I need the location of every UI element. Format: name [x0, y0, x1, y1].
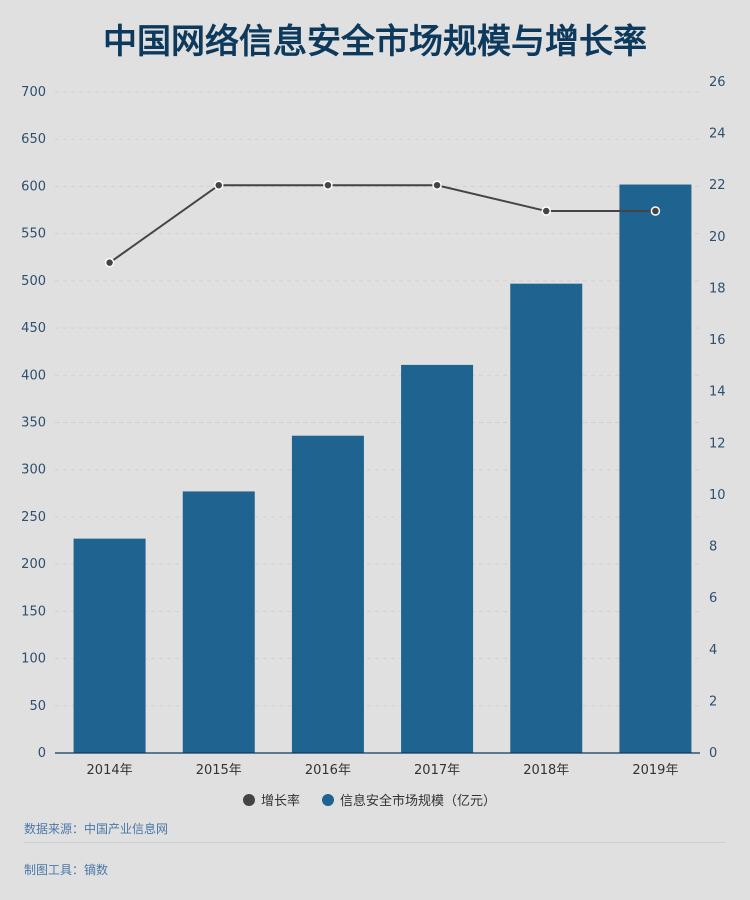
left-tick-label: 450 [21, 321, 46, 336]
grid-lines [55, 91, 700, 707]
chart-title: 中国网络信息安全市场规模与增长率 [103, 22, 647, 62]
footer-divider [24, 842, 726, 843]
right-tick-label: 6 [709, 591, 717, 606]
line-series [104, 180, 661, 268]
x-tick-label: 2016年 [305, 763, 351, 778]
combo-chart: 0501001502002503003504004505005506006507… [21, 75, 726, 809]
growth-point-2019年 [650, 206, 661, 216]
right-tick-label: 10 [709, 488, 726, 503]
growth-point-2016年 [323, 180, 333, 190]
right-tick-label: 14 [709, 385, 726, 400]
left-tick-label: 100 [21, 652, 46, 667]
left-tick-label: 0 [38, 746, 46, 761]
right-tick-label: 2 [709, 694, 717, 709]
growth-point-2015年 [214, 180, 224, 190]
growth-point-2014年 [104, 257, 115, 268]
x-axis: 2014年 2015年 2016年 2017年 2018年 2019年 [55, 752, 700, 778]
growth-line [109, 184, 656, 264]
legend-market-marker [322, 794, 334, 806]
legend-growth-marker [243, 794, 255, 806]
x-tick-label: 2018年 [523, 763, 569, 778]
left-tick-label: 700 [21, 85, 46, 100]
bar-2017年 [401, 364, 474, 753]
right-tick-label: 0 [709, 746, 717, 761]
legend-market-label: 信息安全市场规模（亿元） [340, 793, 496, 809]
left-y-axis: 0 50 100 150 200 250 300 350 400 450 500 550 600 650 7… [21, 85, 46, 761]
left-tick-label: 550 [21, 227, 46, 242]
bar-2015年 [182, 491, 255, 753]
legend: 增长率 信息安全市场规模（亿元） [243, 793, 496, 809]
legend-growth-label: 增长率 [261, 793, 300, 809]
right-tick-label: 12 [709, 436, 726, 451]
right-tick-label: 4 [709, 643, 717, 658]
left-tick-label: 250 [21, 510, 46, 525]
right-tick-label: 24 [709, 127, 726, 142]
bar-2016年 [291, 435, 364, 753]
bar-2019年 [619, 184, 692, 754]
left-tick-label: 300 [21, 463, 46, 478]
x-tick-label: 2019年 [632, 763, 678, 778]
left-tick-label: 500 [21, 274, 46, 289]
right-tick-label: 22 [709, 178, 726, 193]
growth-point-2017年 [432, 180, 442, 190]
right-tick-label: 8 [709, 540, 717, 555]
bar-2018年 [510, 283, 583, 753]
left-tick-label: 50 [29, 699, 46, 714]
left-tick-label: 200 [21, 557, 46, 572]
bar-series [73, 184, 692, 754]
x-tick-label: 2015年 [196, 763, 242, 778]
bar-2014年 [73, 538, 146, 753]
left-tick-label: 350 [21, 416, 46, 431]
left-tick-label: 600 [21, 179, 46, 194]
right-tick-label: 16 [709, 333, 726, 348]
x-tick-label: 2017年 [414, 763, 460, 778]
left-tick-label: 400 [21, 368, 46, 383]
chart-tool-credit: 制图工具：镝数 [24, 863, 109, 877]
growth-point-2018年 [541, 206, 551, 216]
x-tick-label: 2014年 [87, 763, 133, 778]
data-source: 数据来源：中国产业信息网 [24, 822, 169, 836]
right-tick-label: 26 [709, 75, 726, 90]
left-tick-label: 650 [21, 132, 46, 147]
left-tick-label: 150 [21, 604, 46, 619]
right-tick-label: 20 [709, 230, 726, 245]
right-tick-label: 18 [709, 281, 726, 296]
